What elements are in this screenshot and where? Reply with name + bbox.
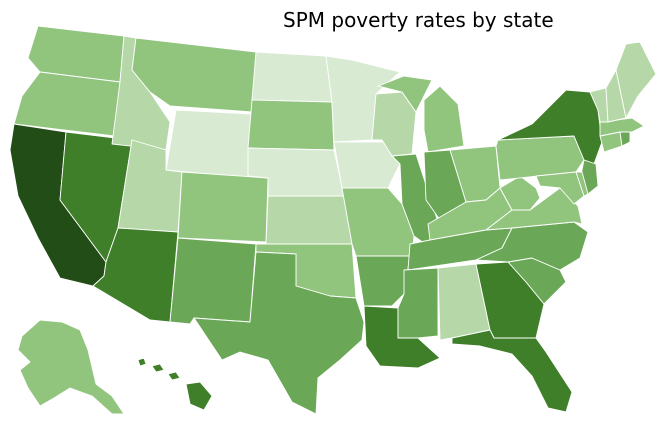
state-colorado[interactable]: [177, 171, 269, 243]
state-wyoming[interactable]: [165, 109, 253, 179]
state-arizona[interactable]: [92, 227, 179, 323]
state-texas[interactable]: [193, 251, 365, 415]
state-new-mexico[interactable]: [169, 237, 257, 325]
state-arkansas[interactable]: [355, 255, 411, 307]
state-massachusetts[interactable]: [599, 117, 645, 137]
state-iowa[interactable]: [333, 141, 401, 189]
state-alaska[interactable]: [17, 319, 125, 415]
state-illinois[interactable]: [391, 153, 439, 247]
map-title: SPM poverty rates by state: [283, 8, 554, 32]
state-vermont[interactable]: [589, 87, 609, 123]
state-north-dakota[interactable]: [251, 51, 333, 103]
state-maine[interactable]: [615, 41, 657, 119]
state-oregon[interactable]: [13, 71, 121, 137]
state-delaware[interactable]: [575, 171, 589, 197]
state-kansas[interactable]: [265, 195, 353, 245]
state-mississippi[interactable]: [397, 267, 439, 339]
state-hawaii[interactable]: [137, 357, 213, 411]
state-michigan[interactable]: [377, 75, 465, 153]
state-south-dakota[interactable]: [247, 99, 335, 151]
state-florida[interactable]: [451, 329, 573, 413]
